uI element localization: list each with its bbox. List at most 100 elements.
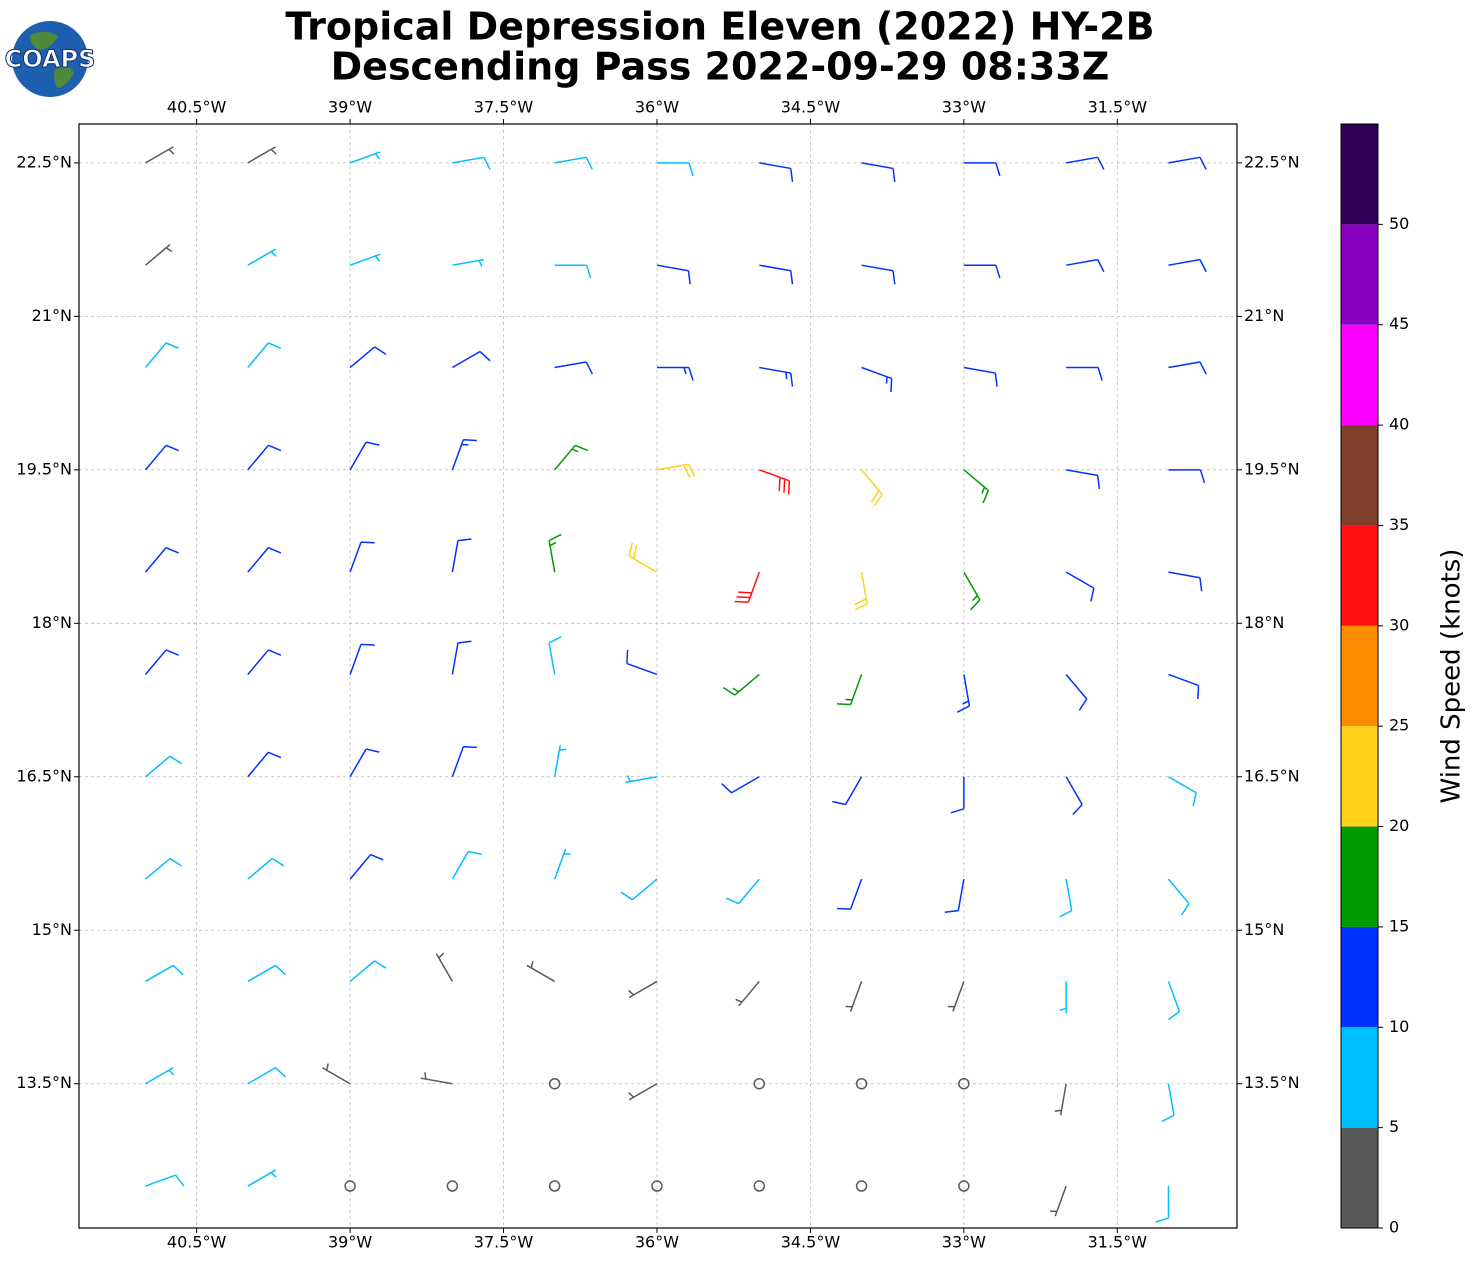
wind-barb [656,366,694,381]
colorbar-tick-label: 30 [1389,615,1409,634]
wind-barb [947,981,965,1012]
wind-barb [837,674,863,706]
x-tick-label: 34.5°W [781,98,841,117]
wind-barb [759,469,791,495]
calm-marker [548,1180,561,1192]
wind-barb [144,444,179,471]
map-frame [78,123,1238,1229]
wind-barb [554,444,589,471]
colorbar-segment [1341,525,1378,626]
x-tick-label: 33°W [942,98,986,117]
wind-barb [625,775,658,784]
wind-barb [759,162,794,183]
wind-barb [759,264,794,285]
wind-barb [734,571,760,603]
calm-marker [548,1077,561,1090]
wind-barb [451,850,482,880]
colorbar-segment [1341,224,1378,325]
wind-barb [963,366,998,387]
logo: COAPS [4,21,96,97]
y-tick-label: 15°N [1244,920,1284,939]
wind-barb [722,673,760,696]
wind-barb [1065,673,1088,711]
colorbar-label: Wind Speed (knots) [1437,549,1467,804]
wind-barb [145,1067,175,1085]
wind-barb [1065,571,1095,602]
wind-barb [247,546,282,573]
logo-text: COAPS [5,45,96,73]
wind-barb [349,151,381,164]
wind-barb [1059,878,1073,918]
wind-barb [1066,469,1101,489]
wind-barb [1168,258,1207,273]
wind-barb [548,636,562,675]
wind-barb [628,980,658,999]
wind-barb [963,571,981,611]
wind-barb [145,857,182,880]
wind-barb [451,439,477,471]
wind-barb [144,546,179,573]
wind-barb [944,878,965,914]
wind-barb [247,751,282,778]
wind-barb [247,1169,277,1187]
y-tick-label: 22.5°N [16,152,72,171]
wind-barb [247,649,282,675]
wind-barb [860,469,883,507]
x-tick-label: 39°W [328,98,372,117]
wind-barb [247,964,286,983]
x-tick-label: 36°W [635,98,679,117]
x-tick-label: 37.5°W [474,98,534,117]
wind-barb [145,755,182,778]
colorbar-segment [1341,425,1378,526]
calm-marker [753,1180,766,1192]
wind-barb [861,162,896,183]
x-tick-label: 36°W [635,1233,679,1252]
colorbar-tick-label: 45 [1389,314,1409,333]
wind-barb [452,350,491,369]
y-tick-label: 19.5°N [16,459,72,478]
wind-barb [1168,776,1197,807]
y-tick-label: 22.5°N [1244,152,1300,171]
wind-barb [1168,469,1206,484]
wind-barb [452,258,485,267]
wind-barb [321,1063,351,1085]
wind-barb [620,878,658,901]
colorbar-segment [1341,826,1378,927]
colorbar-tick-label: 15 [1389,916,1409,935]
calm-marker [344,1180,356,1192]
x-tick-label: 37.5°W [474,1233,534,1252]
x-tick-label: 40.5°W [167,98,227,117]
x-tick-label: 33°W [942,1233,986,1252]
x-tick-label: 40.5°W [167,1233,227,1252]
wind-barb [950,776,965,814]
wind-barb [548,533,562,573]
colorbar-segment [1341,926,1378,1028]
wind-barb [1066,258,1105,273]
y-tick-label: 13.5°N [1244,1073,1300,1092]
wind-barb [554,264,592,279]
wind-barb [349,253,381,266]
wind-barb [144,649,179,675]
wind-barb [247,248,277,266]
wind-barb [853,572,868,611]
logo-land [30,31,74,88]
y-tick-label: 18°N [32,613,72,632]
wind-barb [656,162,694,177]
wind-barb [553,745,567,777]
colorbar-tick-label: 35 [1389,515,1409,534]
wind-barb [1167,981,1181,1021]
colorbar-segment [1341,124,1378,225]
wind-barb [628,1083,658,1101]
wind-barb [1168,571,1203,592]
wind-barb [628,542,658,573]
wind-barb [349,853,384,880]
wind-barb [145,244,173,266]
wind-barb [451,745,477,778]
wind-barb [832,776,863,806]
colorbar-segment [1341,1027,1378,1128]
wind-barb [451,538,472,573]
colorbar-segment [1341,726,1378,827]
wind-barb [349,346,387,369]
colorbar-tick-label: 20 [1389,816,1409,835]
colorbar-segment [1341,625,1378,727]
